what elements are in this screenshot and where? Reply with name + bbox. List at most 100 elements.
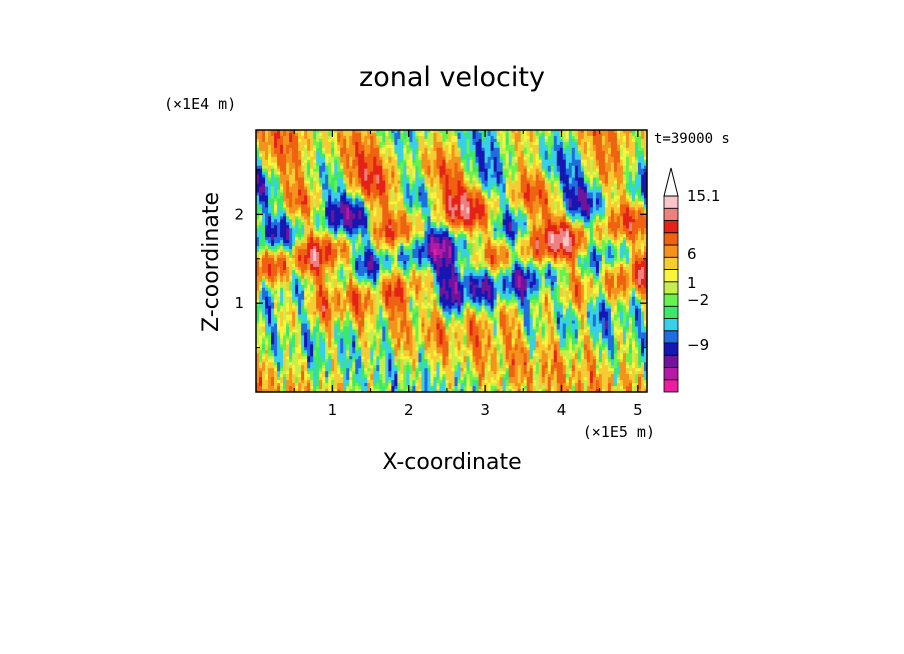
field-cell (268, 150, 272, 155)
field-cell (358, 216, 362, 220)
field-cell (643, 207, 647, 211)
field-cell (370, 189, 374, 194)
field-cell (544, 162, 549, 167)
field-cell (364, 204, 368, 209)
field-cell (511, 168, 516, 173)
field-cell (367, 165, 371, 170)
field-cell (262, 204, 266, 209)
field-cell (307, 138, 311, 143)
field-cell (274, 243, 278, 247)
field-cell (532, 219, 537, 223)
field-cell (625, 189, 630, 194)
field-cell (301, 213, 305, 217)
field-cell (607, 141, 612, 146)
field-cell (259, 240, 263, 244)
field-cell (577, 228, 582, 232)
field-cell (409, 165, 413, 170)
field-cell (574, 216, 579, 220)
field-cell (481, 130, 486, 134)
field-cell (619, 171, 624, 176)
field-cell (277, 180, 281, 185)
field-cell (544, 213, 549, 217)
field-cell (511, 171, 516, 176)
field-cell (532, 165, 537, 170)
field-cell (619, 180, 624, 185)
field-cell (268, 189, 272, 194)
field-cell (376, 144, 380, 149)
field-cell (268, 162, 272, 167)
field-cell (640, 234, 645, 238)
field-cell (634, 180, 639, 185)
field-cell (304, 225, 308, 229)
field-cell (304, 210, 308, 214)
field-cell (364, 201, 368, 206)
field-cell (373, 174, 377, 179)
field-cell (622, 195, 627, 200)
field-cell (379, 180, 383, 185)
field-cell (268, 180, 272, 185)
field-cell (361, 186, 365, 191)
field-cell (397, 237, 401, 241)
field-cell (313, 234, 317, 238)
field-cell (415, 189, 420, 194)
field-cell (313, 180, 317, 185)
field-cell (292, 138, 296, 143)
field-cell (271, 186, 275, 191)
field-cell (631, 198, 636, 203)
field-cell (412, 150, 417, 155)
field-cell (460, 159, 465, 164)
field-cell (397, 231, 401, 235)
field-cell (517, 216, 522, 220)
field-cell (583, 219, 588, 223)
field-cell (487, 159, 492, 164)
field-cell (643, 147, 647, 152)
field-cell (583, 168, 588, 173)
field-cell (574, 177, 579, 182)
field-cell (484, 192, 489, 197)
field-cell (454, 219, 459, 223)
field-cell (493, 147, 498, 152)
field-cell (619, 153, 624, 158)
field-cell (538, 216, 543, 220)
field-cell (586, 168, 591, 173)
field-cell (376, 171, 380, 176)
field-cell (430, 141, 435, 146)
field-cell (619, 204, 624, 209)
field-cell (439, 234, 444, 238)
field-cell (298, 207, 302, 211)
field-cell (430, 237, 435, 241)
field-cell (472, 171, 477, 176)
field-cell (331, 222, 335, 226)
field-cell (379, 204, 383, 209)
field-cell (460, 201, 465, 206)
field-cell (316, 222, 320, 226)
field-cell (388, 159, 392, 164)
field-cell (577, 177, 582, 182)
field-cell (442, 231, 447, 235)
field-cell (352, 237, 356, 241)
field-cell (592, 153, 597, 158)
field-cell (358, 165, 362, 170)
field-cell (259, 225, 263, 229)
field-cell (295, 144, 299, 149)
field-cell (298, 243, 302, 247)
field-cell (283, 225, 287, 229)
field-cell (529, 165, 534, 170)
field-cell (637, 130, 642, 134)
field-cell (460, 130, 465, 134)
field-cell (367, 159, 371, 164)
field-cell (463, 222, 468, 226)
field-cell (370, 213, 374, 217)
field-cell (574, 168, 579, 173)
field-cell (469, 222, 474, 226)
field-cell (559, 216, 564, 220)
field-cell (376, 222, 380, 226)
field-cell (604, 150, 609, 155)
field-cell (256, 231, 260, 235)
field-cell (466, 141, 471, 146)
field-cell (589, 138, 594, 143)
field-cell (586, 219, 591, 223)
field-cell (625, 165, 630, 170)
field-cell (589, 231, 594, 235)
field-cell (634, 225, 639, 229)
